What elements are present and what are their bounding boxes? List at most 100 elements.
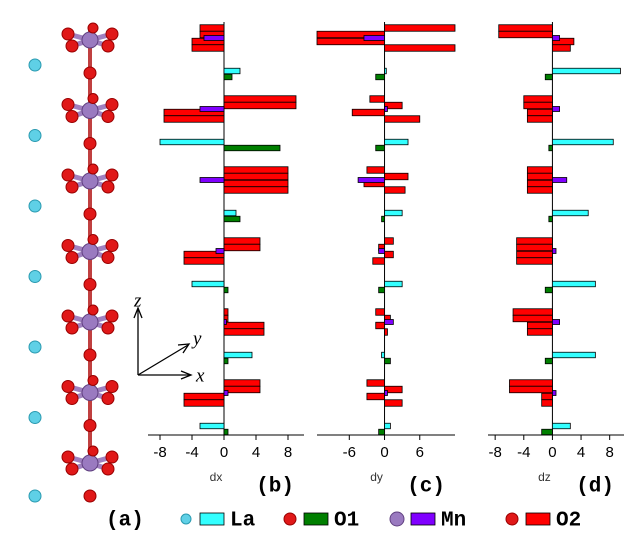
legend-icon xyxy=(181,514,191,524)
legend-label: O1 xyxy=(334,510,359,533)
bar xyxy=(385,116,420,123)
bar xyxy=(385,329,388,336)
bar xyxy=(517,244,553,251)
bar xyxy=(527,109,552,116)
bar xyxy=(542,429,553,435)
x-axis-label: dy xyxy=(370,470,383,484)
x-tick-label: 6 xyxy=(416,444,424,461)
o1-atom xyxy=(84,349,96,361)
o1-atom xyxy=(84,490,96,502)
bar xyxy=(376,309,385,316)
bar xyxy=(224,391,228,396)
bar xyxy=(513,309,552,316)
bar xyxy=(517,238,553,245)
bar xyxy=(224,216,240,222)
bar xyxy=(385,281,403,287)
o1-atom xyxy=(84,420,96,432)
o2-atom xyxy=(88,305,98,315)
arrowhead xyxy=(178,344,189,353)
bar xyxy=(549,216,553,222)
bar xyxy=(224,96,296,103)
x-tick-label: -4 xyxy=(185,444,198,461)
x-tick-label: -8 xyxy=(488,444,501,461)
o2-atom xyxy=(66,181,78,193)
x-axis-label: dz xyxy=(538,470,551,484)
bar xyxy=(385,45,455,52)
legend-icon xyxy=(390,512,404,526)
bar xyxy=(224,74,232,80)
legend-swatch xyxy=(411,513,435,525)
o2-atom xyxy=(88,23,98,33)
o2-atom xyxy=(106,240,118,252)
legend-label: O2 xyxy=(556,510,581,533)
bar xyxy=(545,358,552,364)
x-tick-label: 4 xyxy=(577,444,585,461)
bar xyxy=(517,258,553,265)
bar xyxy=(224,238,260,245)
bar xyxy=(542,393,553,400)
bar xyxy=(527,116,552,123)
bar xyxy=(524,102,553,109)
bar xyxy=(184,258,224,265)
bar xyxy=(552,68,620,74)
bar xyxy=(224,187,288,194)
o2-atom xyxy=(66,393,78,405)
bar xyxy=(224,68,240,74)
bar xyxy=(373,258,385,265)
panel-label: (c) xyxy=(407,476,445,499)
o1-atom xyxy=(84,138,96,150)
bar xyxy=(385,358,391,364)
o2-atom xyxy=(102,40,114,52)
o2-atom xyxy=(62,28,74,40)
bar xyxy=(224,386,260,393)
bar xyxy=(385,400,403,407)
x-tick-label: 4 xyxy=(252,444,260,461)
x-tick-label: -4 xyxy=(517,444,530,461)
o2-atom xyxy=(106,169,118,181)
o2-atom xyxy=(66,111,78,123)
bar xyxy=(549,145,553,151)
bar xyxy=(224,329,264,336)
o2-atom xyxy=(66,463,78,475)
bar xyxy=(224,287,228,293)
o2-atom xyxy=(102,252,114,264)
o2-atom xyxy=(88,164,98,174)
bar xyxy=(164,116,224,123)
o2-atom xyxy=(66,322,78,334)
bar xyxy=(513,315,552,322)
o2-atom xyxy=(102,181,114,193)
bar xyxy=(192,45,224,52)
bar xyxy=(224,180,288,187)
bar xyxy=(160,139,224,145)
bar xyxy=(552,45,570,52)
bar xyxy=(545,287,552,293)
bar xyxy=(385,320,394,325)
bar xyxy=(542,400,553,407)
mn-atom xyxy=(82,244,98,260)
o1-atom xyxy=(84,279,96,291)
figure: z y x (a) -8-4048dx(b)-606dy(c)-8-4048dz… xyxy=(0,0,627,540)
mn-atom xyxy=(82,32,98,48)
bar xyxy=(385,391,388,396)
bar xyxy=(224,352,252,358)
bar xyxy=(552,423,570,429)
bar xyxy=(545,74,552,80)
bar xyxy=(499,31,553,38)
x-tick-label: 0 xyxy=(220,444,228,461)
bar xyxy=(200,178,224,183)
y-axis-arrow xyxy=(138,345,188,375)
x-tick-label: 8 xyxy=(606,444,614,461)
bar xyxy=(385,210,403,216)
legend-label: Mn xyxy=(441,510,466,533)
la-atom xyxy=(29,59,41,71)
x-tick-label: -8 xyxy=(153,444,166,461)
bar xyxy=(358,178,384,183)
bar xyxy=(382,216,385,222)
bar xyxy=(527,180,552,187)
o2-atom xyxy=(106,28,118,40)
bar xyxy=(379,429,385,435)
panel-label: (b) xyxy=(256,476,294,499)
bar xyxy=(517,251,553,258)
o2-atom xyxy=(102,322,114,334)
x-tick-label: 8 xyxy=(284,444,292,461)
